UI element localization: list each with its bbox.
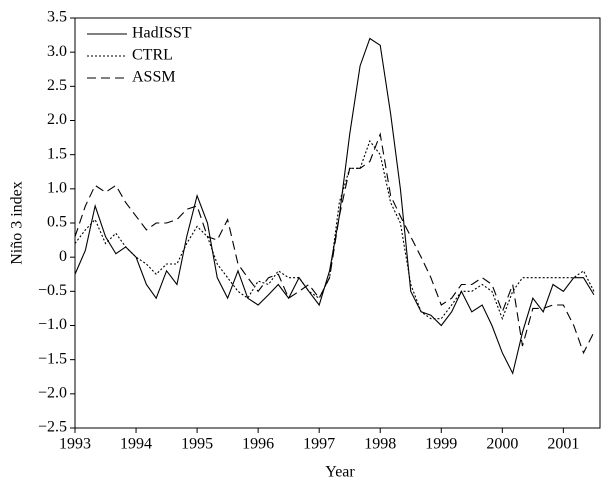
x-tick-label: 1997: [303, 436, 335, 453]
data-line: [74, 37, 595, 375]
y-tick-label: −1.5: [38, 350, 67, 367]
data-line: [74, 132, 595, 355]
x-tick-label: 1998: [364, 436, 396, 453]
y-tick-label: −2.5: [38, 419, 67, 436]
data-line: [74, 139, 595, 321]
x-tick-label: 2000: [486, 436, 518, 453]
x-tick-label: 1993: [59, 436, 91, 453]
x-tick-label: 1995: [181, 436, 213, 453]
y-tick-label: 3.0: [47, 43, 67, 60]
y-tick-label: −1.0: [38, 316, 67, 333]
legend-label: HadISST: [132, 25, 192, 42]
y-tick-label: 2.0: [47, 111, 67, 128]
x-tick-label: 1999: [425, 436, 457, 453]
legend-label: CTRL: [132, 47, 173, 64]
y-tick-label: 3.5: [47, 9, 67, 26]
x-tick-label: 1994: [120, 436, 152, 453]
y-tick-label: 1.5: [47, 145, 67, 162]
x-tick-label: 1996: [242, 436, 274, 453]
x-tick-label: 2001: [547, 436, 579, 453]
y-tick-label: −2.0: [38, 385, 67, 402]
y-tick-label: 0: [59, 248, 67, 265]
y-tick-label: −0.5: [38, 282, 67, 299]
y-tick-label: 0.5: [47, 214, 67, 231]
legend-label: ASSM: [132, 69, 176, 86]
y-axis-label: Niño 3 index: [9, 181, 26, 265]
y-tick-label: 1.0: [47, 180, 67, 197]
y-tick-label: 2.5: [47, 77, 67, 94]
x-axis-label: Year: [325, 464, 355, 481]
